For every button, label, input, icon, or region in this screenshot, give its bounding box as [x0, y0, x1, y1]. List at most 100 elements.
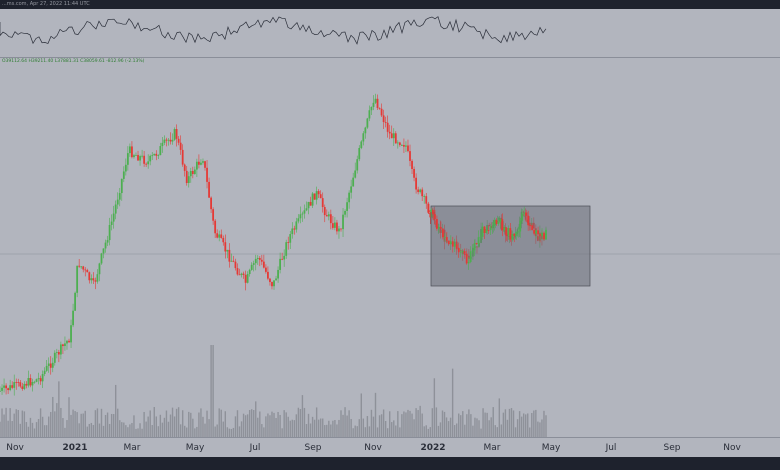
volume-bar — [265, 416, 267, 437]
volume-bar — [88, 423, 91, 437]
candle-body — [469, 251, 472, 262]
volume-bar — [151, 425, 153, 437]
volume-bar — [206, 410, 208, 437]
volume-bar — [94, 410, 97, 437]
volume-bar — [137, 428, 139, 437]
volume-bar — [190, 412, 192, 437]
volume-bar — [145, 421, 147, 437]
volume-bar — [317, 419, 320, 437]
volume-bar — [74, 411, 76, 437]
volume-bar — [273, 412, 275, 437]
volume-bar — [108, 423, 111, 437]
candle-body — [541, 232, 543, 236]
candle-body — [511, 234, 514, 240]
volume-bar — [324, 425, 326, 437]
candle-body — [193, 169, 196, 175]
candle-body — [240, 273, 243, 275]
candle-body — [428, 210, 430, 212]
volume-bar — [311, 416, 314, 437]
volume-bar — [50, 411, 52, 437]
volume-bar — [522, 413, 525, 437]
volume-bar — [376, 427, 379, 437]
volume-bar — [510, 408, 513, 437]
candle-body — [254, 258, 257, 264]
volume-bar — [127, 427, 129, 437]
volume-bar — [11, 421, 13, 437]
x-tick-label: Nov — [6, 443, 24, 453]
candle-body — [230, 260, 233, 262]
volume-bar — [117, 408, 119, 437]
ohlc-readout: O39112.64 H39211.40 L37881.31 C38059.61 … — [2, 59, 145, 64]
volume-bar — [386, 428, 389, 437]
volume-bar — [159, 414, 162, 437]
volume-bar — [393, 420, 395, 437]
candle-body — [200, 162, 202, 165]
time-axis[interactable]: Nov 2021 Mar May Jul Sep Nov 2022 Mar May Jul Sep No… — [0, 437, 780, 458]
candle-body — [187, 176, 190, 183]
volume-bar — [13, 413, 15, 437]
volume-bar — [84, 410, 86, 437]
candle-body — [25, 383, 28, 386]
volume-bar — [202, 416, 204, 437]
volume-bar — [287, 416, 289, 437]
candle-body — [27, 378, 30, 386]
candle-body — [392, 133, 395, 139]
candle-body — [202, 161, 204, 163]
volume-bar — [334, 420, 336, 437]
volume-bar — [411, 413, 413, 437]
candle-body — [505, 227, 508, 236]
candle-body — [118, 193, 121, 200]
candle-body — [489, 227, 492, 231]
volume-bar — [486, 412, 488, 437]
candle-body — [317, 191, 320, 195]
price-chart[interactable] — [0, 0, 780, 437]
volume-bar — [238, 426, 241, 437]
volume-bar — [1, 408, 3, 437]
candle-body — [461, 251, 464, 252]
candle-body — [503, 227, 506, 231]
candle-body — [329, 214, 332, 224]
volume-bar — [315, 407, 318, 437]
volume-bar — [196, 426, 198, 437]
candle-body — [539, 234, 541, 236]
candle-body — [222, 237, 225, 243]
candle-body — [427, 203, 430, 213]
volume-bar — [157, 426, 160, 437]
volume-bar — [218, 408, 220, 437]
volume-bar — [259, 411, 261, 437]
candle-body — [305, 208, 308, 211]
candle-body — [234, 261, 237, 269]
volume-bar — [514, 427, 517, 437]
candle-body — [256, 257, 259, 259]
volume-bar — [35, 422, 38, 437]
candle-body — [35, 379, 38, 382]
volume-bar — [441, 410, 444, 437]
volume-bar — [250, 409, 253, 437]
candle-body — [177, 138, 180, 143]
volume-bar — [464, 424, 466, 437]
volume-bar — [348, 410, 350, 437]
candle-body — [267, 271, 269, 279]
volume-bar — [240, 421, 243, 437]
volume-bar — [188, 411, 190, 437]
volume-bar — [149, 410, 151, 437]
candle-body — [529, 225, 532, 227]
volume-bar — [368, 426, 371, 437]
candle-body — [145, 163, 148, 165]
candle-body — [0, 390, 1, 392]
volume-bar — [346, 415, 348, 437]
candle-body — [33, 381, 36, 383]
candle-body — [354, 170, 357, 178]
volume-bar — [277, 411, 279, 437]
volume-bar — [293, 420, 296, 437]
volume-bar — [7, 420, 9, 437]
candle-body — [135, 154, 137, 156]
volume-bar — [96, 408, 99, 437]
volume-bar — [228, 428, 231, 437]
candle-body — [21, 386, 24, 389]
candle-body — [131, 146, 133, 158]
volume-bar — [181, 410, 184, 437]
x-tick-label: Jul — [605, 443, 617, 453]
volume-bar — [537, 421, 539, 437]
candle-body — [543, 232, 545, 240]
